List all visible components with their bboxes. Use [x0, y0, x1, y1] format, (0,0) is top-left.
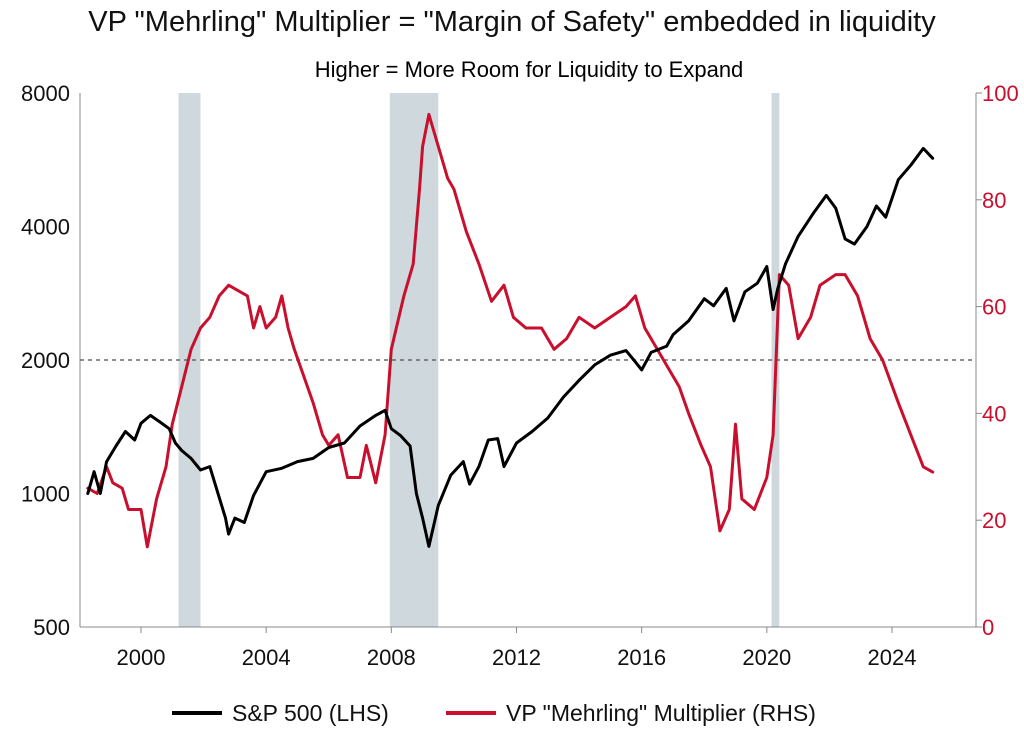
right-tick-label-40: 40: [982, 401, 1006, 426]
legend: S&P 500 (LHS) VP "Mehrling" Multiplier (…: [0, 695, 1024, 731]
legend-item-multiplier: VP "Mehrling" Multiplier (RHS): [446, 695, 816, 731]
right-tick-label-100: 100: [982, 81, 1019, 106]
left-tick-label-1000: 1000: [21, 482, 70, 507]
x-tick-label-2004: 2004: [242, 645, 291, 670]
legend-swatch-multiplier: [446, 711, 496, 715]
x-tick-label-2012: 2012: [492, 645, 541, 670]
legend-swatch-sp500: [172, 711, 222, 715]
shaded-period-1: [389, 93, 439, 627]
left-tick-label-4000: 4000: [21, 215, 70, 240]
chart-subtitle: Higher = More Room for Liquidity to Expa…: [314, 57, 744, 82]
right-tick-label-80: 80: [982, 188, 1006, 213]
x-tick-label-2024: 2024: [868, 645, 917, 670]
legend-label-sp500: S&P 500 (LHS): [232, 699, 389, 726]
left-tick-label-8000: 8000: [21, 81, 70, 106]
x-tick-label-2008: 2008: [367, 645, 416, 670]
x-tick-label-2020: 2020: [742, 645, 791, 670]
legend-item-sp500: S&P 500 (LHS): [172, 695, 389, 731]
chart-title: VP "Mehrling" Multiplier = "Margin of Sa…: [88, 6, 936, 38]
right-tick-label-0: 0: [982, 615, 994, 640]
series-line-sp500: [86, 146, 935, 548]
legend-label-multiplier: VP "Mehrling" Multiplier (RHS): [506, 699, 816, 726]
left-tick-label-2000: 2000: [21, 348, 70, 373]
x-tick-label-2016: 2016: [617, 645, 666, 670]
series-line-multiplier: [86, 112, 935, 549]
chart-canvas: 500 1000 2000 4000 8000 0 20 40 60 80 100 2000 2004 2…: [21, 81, 1019, 670]
x-tick-label-2000: 2000: [117, 645, 166, 670]
left-tick-label-500: 500: [33, 615, 70, 640]
right-tick-label-60: 60: [982, 295, 1006, 320]
right-tick-label-20: 20: [982, 508, 1006, 533]
